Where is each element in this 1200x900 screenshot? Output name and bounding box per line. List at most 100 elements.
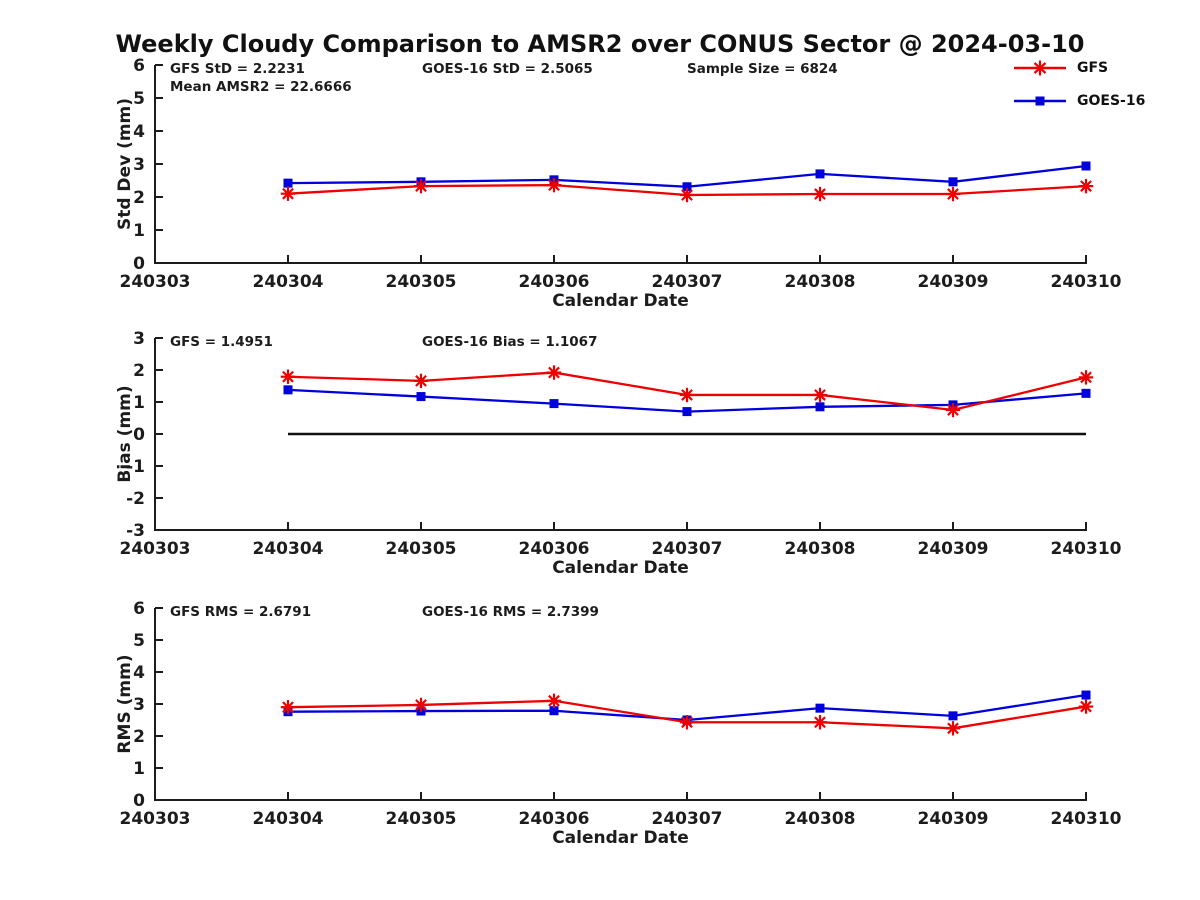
bias-goes-16-marker	[283, 385, 293, 395]
asterisk-spoke	[548, 694, 560, 707]
rms-y-tick-label: 6	[133, 599, 145, 619]
bias-x-tick-label: 240310	[1051, 539, 1122, 559]
bias-ylabel: Bias (mm)	[115, 385, 135, 482]
asterisk-spoke	[415, 375, 427, 387]
stddev-goes-16-marker	[1081, 161, 1091, 171]
rms-gfs-marker	[413, 697, 429, 713]
stddev-gfs-marker	[413, 178, 429, 194]
bias-x-tick-label: 240309	[918, 539, 989, 559]
asterisk-spoke	[415, 180, 427, 192]
stddev-ylabel: Std Dev (mm)	[115, 98, 135, 230]
stddev-x-tick-label: 240305	[386, 272, 457, 292]
stddev-y-tick-label: 2	[133, 188, 145, 208]
rms-x-tick-label: 240310	[1051, 809, 1122, 829]
stddev-y-tick-label: 3	[133, 155, 145, 175]
rms-gfs-marker	[812, 715, 828, 730]
rms-y-tick-label: 1	[133, 759, 145, 779]
stddev-gfs-marker	[280, 186, 296, 201]
bias-gfs-marker	[1078, 370, 1094, 385]
legend-item-gfs: GFS	[1012, 58, 1145, 78]
rms-goes-16-marker	[549, 706, 559, 716]
goes16-line-sample-icon	[1014, 96, 1066, 106]
bias-gfs-marker	[546, 365, 562, 380]
bias-x-tick-label: 240306	[519, 539, 590, 559]
bias-gfs-marker	[413, 373, 429, 389]
rms-x-tick-label: 240305	[386, 809, 457, 829]
stddev-goes-16-marker	[283, 178, 293, 188]
stddev-goes-16-marker	[682, 182, 692, 192]
rms-x-tick-label: 240309	[918, 809, 989, 829]
rms-gfs-marker	[945, 721, 961, 736]
stddev-gfs-marker	[546, 177, 562, 193]
bias-xlabel: Calendar Date	[552, 558, 689, 578]
rms-y-tick-label: 5	[133, 631, 145, 651]
rms-gfs-marker	[546, 693, 562, 708]
bias-x-tick-label: 240304	[253, 539, 324, 559]
bias-annotation: GOES-16 Bias = 1.1067	[422, 334, 597, 350]
asterisk-spoke	[814, 716, 826, 729]
bias-y-tick-label: 2	[133, 361, 145, 381]
legend-label-gfs: GFS	[1077, 60, 1109, 76]
rms-annotation: GFS RMS = 2.6791	[170, 604, 311, 620]
asterisk-spoke	[947, 188, 959, 200]
legend-label-goes16: GOES-16	[1077, 93, 1146, 109]
asterisk-spoke	[548, 179, 560, 191]
bias-goes-16-marker	[1081, 388, 1091, 398]
stddev-y-tick-label: 1	[133, 221, 145, 241]
bias-y-tick-label: 3	[133, 329, 145, 349]
bias-gfs-marker	[812, 387, 828, 403]
bias-x-tick-label: 240307	[652, 539, 723, 559]
bias-x-tick-label: 240305	[386, 539, 457, 559]
asterisk-spoke	[415, 699, 427, 711]
asterisk-spoke	[681, 716, 693, 729]
bias-x-tick-label: 240303	[120, 539, 191, 559]
rms-xlabel: Calendar Date	[552, 828, 689, 848]
stddev-x-tick-label: 240308	[785, 272, 856, 292]
rms-goes-16-marker	[815, 703, 825, 713]
stddev-goes-16-marker	[948, 177, 958, 187]
rms-x-tick-label: 240307	[652, 809, 723, 829]
stddev-x-tick-label: 240303	[120, 272, 191, 292]
gfs-line-sample-icon	[1014, 60, 1066, 76]
asterisk-spoke	[282, 701, 294, 714]
stddev-gfs-marker	[812, 186, 828, 202]
rms-ylabel: RMS (mm)	[115, 654, 135, 753]
stddev-y-tick-label: 4	[133, 122, 145, 142]
rms-annotation: GOES-16 RMS = 2.7399	[422, 604, 599, 620]
asterisk-spoke	[282, 370, 294, 383]
asterisk-spoke	[814, 389, 826, 401]
stddev-annotation: Mean AMSR2 = 22.6666	[170, 79, 352, 95]
stddev-x-tick-label: 240304	[253, 272, 324, 292]
bias-y-tick-label: 1	[133, 393, 145, 413]
stddev-x-tick-label: 240309	[918, 272, 989, 292]
figure-title: Weekly Cloudy Comparison to AMSR2 over C…	[115, 30, 1085, 58]
rms-y-tick-label: 2	[133, 727, 145, 747]
bias-goes-16-marker	[549, 399, 559, 409]
stddev-x-tick-label: 240307	[652, 272, 723, 292]
asterisk-spoke	[548, 366, 560, 379]
bias-goes-16-marker	[416, 392, 426, 402]
bias-gfs-marker	[280, 369, 296, 384]
bias-gfs-marker	[679, 387, 695, 403]
stddev-y-tick-label: 0	[133, 254, 145, 274]
stddev-y-tick-label: 6	[133, 56, 145, 76]
stddev-y-tick-label: 5	[133, 89, 145, 109]
rms-y-tick-label: 3	[133, 695, 145, 715]
stddev-annotation: GFS StD = 2.2231	[170, 61, 305, 77]
rms-x-tick-label: 240303	[120, 809, 191, 829]
rms-gfs-marker	[1078, 699, 1094, 714]
rms-y-tick-label: 0	[133, 791, 145, 811]
rms-y-tick-label: 4	[133, 663, 145, 683]
asterisk-spoke	[947, 722, 959, 735]
stddev-annotation: GOES-16 StD = 2.5065	[422, 61, 593, 77]
bias-y-tick-label: 0	[133, 425, 145, 445]
stddev-annotation: Sample Size = 6824	[687, 61, 838, 77]
rms-x-tick-label: 240306	[519, 809, 590, 829]
stddev-xlabel: Calendar Date	[552, 291, 689, 311]
rms-gfs-marker	[280, 700, 296, 715]
stddev-x-tick-label: 240310	[1051, 272, 1122, 292]
rms-x-tick-label: 240304	[253, 809, 324, 829]
stddev-x-tick-label: 240306	[519, 272, 590, 292]
asterisk-spoke	[681, 189, 693, 201]
bias-annotation: GFS = 1.4951	[170, 334, 273, 350]
